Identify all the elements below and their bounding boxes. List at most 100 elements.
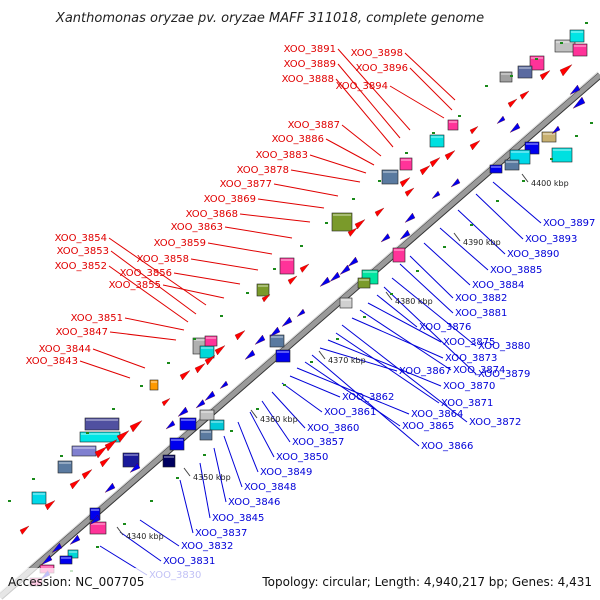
gene-label-xoo_3889[interactable]: XOO_3889 [284,59,336,70]
gene-label-xoo_3854[interactable]: XOO_3854 [55,233,107,244]
gene-label-xoo_3832[interactable]: XOO_3832 [181,541,233,552]
gene-label-xoo_3880[interactable]: XOO_3880 [478,341,530,352]
gene-arrow[interactable] [469,126,479,135]
gene-feature[interactable] [429,134,445,148]
gene-arrow[interactable] [41,554,53,565]
gene-feature[interactable] [199,409,215,421]
gene-label-xoo_3853[interactable]: XOO_3853 [57,246,109,257]
gene-feature[interactable] [541,131,557,143]
gene-arrow[interactable] [551,125,561,134]
gene-arrow[interactable] [104,439,118,452]
gene-arrow[interactable] [404,187,415,197]
gene-label-xoo_3894[interactable]: XOO_3894 [336,81,388,92]
gene-feature[interactable] [279,257,295,275]
gene-arrow[interactable] [204,355,216,366]
gene-label-xoo_3865[interactable]: XOO_3865 [402,421,454,432]
gene-arrow[interactable] [214,345,226,356]
gene-feature[interactable] [199,345,215,359]
gene-arrow[interactable] [244,349,256,360]
gene-feature[interactable] [504,159,520,171]
gene-arrow[interactable] [161,398,171,407]
gene-arrow[interactable] [177,406,189,417]
gene-arrow[interactable] [51,542,63,553]
gene-feature[interactable] [149,379,159,391]
gene-arrow[interactable] [261,294,271,303]
gene-label-xoo_3864[interactable]: XOO_3864 [411,409,463,420]
gene-arrow[interactable] [129,420,143,433]
gene-arrow[interactable] [469,140,481,151]
gene-arrow[interactable] [69,534,81,545]
gene-arrow[interactable] [195,399,206,409]
gene-label-xoo_3881[interactable]: XOO_3881 [455,308,507,319]
gene-label-xoo_3879[interactable]: XOO_3879 [478,369,530,380]
gene-arrow[interactable] [569,84,581,95]
gene-label-xoo_3882[interactable]: XOO_3882 [455,293,507,304]
gene-feature[interactable] [169,437,185,451]
gene-arrow[interactable] [419,165,431,176]
gene-feature[interactable] [209,419,225,431]
gene-label-xoo_3871[interactable]: XOO_3871 [441,398,493,409]
gene-label-xoo_3861[interactable]: XOO_3861 [324,407,376,418]
gene-feature[interactable] [339,297,353,309]
gene-feature[interactable] [162,454,176,468]
gene-label-xoo_3843[interactable]: XOO_3843 [26,356,78,367]
gene-label-xoo_3884[interactable]: XOO_3884 [472,280,524,291]
gene-arrow[interactable] [450,178,461,188]
gene-label-xoo_3847[interactable]: XOO_3847 [56,327,108,338]
gene-arrow[interactable] [99,457,111,468]
gene-arrow[interactable] [116,430,130,443]
gene-arrow[interactable] [429,157,441,168]
gene-feature[interactable] [447,119,459,131]
gene-arrow[interactable] [89,514,101,525]
gene-label-xoo_3866[interactable]: XOO_3866 [421,441,473,452]
gene-arrow[interactable] [354,219,366,230]
gene-label-xoo_3878[interactable]: XOO_3878 [237,165,289,176]
gene-label-xoo_3875[interactable]: XOO_3875 [443,337,495,348]
gene-label-xoo_3858[interactable]: XOO_3858 [137,254,189,265]
gene-feature[interactable] [489,164,503,174]
gene-arrow[interactable] [104,482,116,493]
gene-arrow[interactable] [281,316,293,327]
gene-feature[interactable] [572,43,588,57]
gene-label-xoo_3876[interactable]: XOO_3876 [419,322,471,333]
gene-feature[interactable] [71,445,97,457]
gene-arrow[interactable] [287,275,298,285]
gene-arrow[interactable] [347,256,359,267]
gene-label-xoo_3859[interactable]: XOO_3859 [154,238,206,249]
gene-label-xoo_3888[interactable]: XOO_3888 [282,74,334,85]
gene-feature[interactable] [275,349,291,363]
gene-arrow[interactable] [539,70,551,81]
gene-arrow[interactable] [204,390,216,401]
gene-feature[interactable] [57,460,73,474]
gene-label-xoo_3862[interactable]: XOO_3862 [342,392,394,403]
gene-label-xoo_3885[interactable]: XOO_3885 [490,265,542,276]
gene-arrow[interactable] [165,420,176,430]
gene-label-xoo_3850[interactable]: XOO_3850 [276,452,328,463]
gene-label-xoo_3857[interactable]: XOO_3857 [292,437,344,448]
gene-arrow[interactable] [399,177,411,188]
gene-feature[interactable] [551,147,573,163]
gene-arrow[interactable] [507,98,518,108]
gene-label-xoo_3844[interactable]: XOO_3844 [39,344,91,355]
gene-arrow[interactable] [329,271,341,282]
gene-label-xoo_3890[interactable]: XOO_3890 [507,249,559,260]
gene-arrow[interactable] [219,380,229,389]
gene-feature[interactable] [392,247,406,263]
gene-arrow[interactable] [339,264,351,275]
gene-arrow[interactable] [380,233,391,243]
gene-arrow[interactable] [129,462,141,473]
gene-arrow[interactable] [374,207,385,217]
gene-feature[interactable] [31,491,47,505]
gene-label-xoo_3868[interactable]: XOO_3868 [186,209,238,220]
gene-arrow[interactable] [179,370,191,381]
gene-arrow[interactable] [559,64,573,77]
gene-arrow[interactable] [254,334,266,345]
gene-arrow[interactable] [44,500,56,511]
gene-arrow[interactable] [94,446,108,459]
gene-arrow[interactable] [444,150,456,161]
gene-label-xoo_3873[interactable]: XOO_3873 [445,353,497,364]
gene-arrow[interactable] [347,227,358,237]
gene-feature[interactable] [67,549,79,559]
gene-arrow[interactable] [319,276,331,287]
gene-arrow[interactable] [299,263,310,273]
